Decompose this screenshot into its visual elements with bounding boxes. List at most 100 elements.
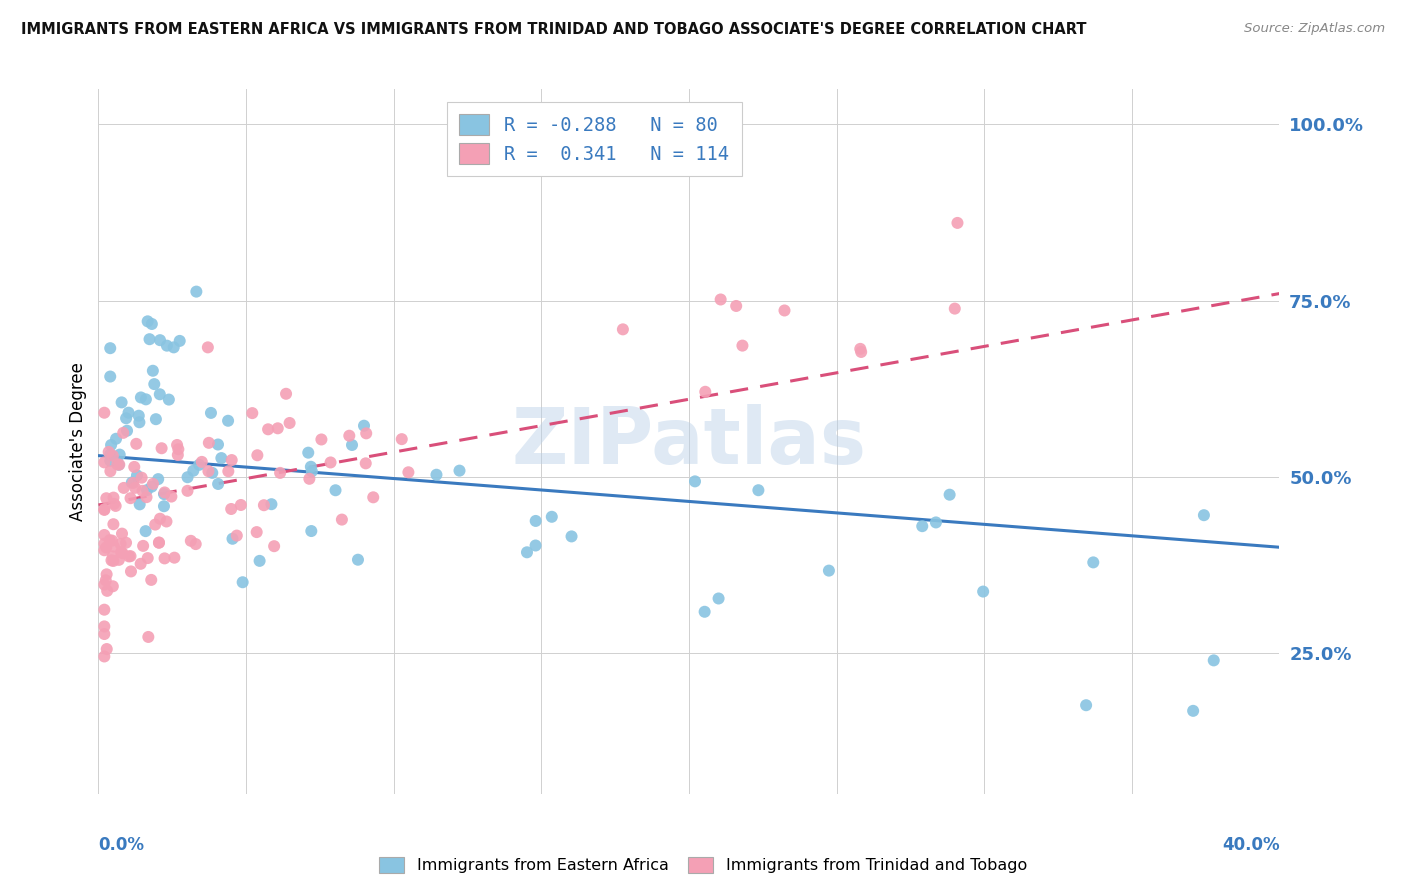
Point [93,649,115,664]
Point [972,584,994,599]
Point [747,483,769,498]
Point [169,334,191,348]
Point [153,485,176,500]
Point [96,541,118,555]
Point [93,503,115,517]
Point [181,464,204,478]
Point [117,406,139,420]
Point [135,524,157,538]
Point [347,552,370,566]
Point [149,387,172,401]
Point [200,406,222,420]
Point [167,442,190,457]
Point [396,465,419,479]
Point [136,314,159,328]
Point [925,516,948,530]
Point [186,285,208,299]
Point [105,432,128,446]
Point [191,455,214,469]
Point [98,341,121,355]
Point [110,395,132,409]
Point [101,549,124,564]
Point [110,545,132,559]
Point [849,345,872,359]
Point [96,567,118,582]
Point [131,471,153,485]
Text: 0.0%: 0.0% [98,836,145,855]
Point [301,464,323,478]
Point [184,537,207,551]
Point [1182,704,1205,718]
Point [225,528,247,542]
Point [299,524,322,538]
Point [100,553,122,567]
Point [695,384,717,399]
Point [110,537,132,551]
Point [1192,508,1215,523]
Point [111,526,134,541]
Point [120,491,142,505]
Point [353,418,375,433]
Point [122,475,145,490]
Point [112,481,135,495]
Point [153,500,176,514]
Point [93,537,115,551]
Legend: R = -0.288   N = 80, R =  0.341   N = 114: R = -0.288 N = 80, R = 0.341 N = 114 [447,102,741,176]
Point [141,317,163,331]
Point [93,502,115,516]
Point [166,438,188,452]
Point [425,467,447,482]
Point [100,438,122,452]
Point [148,472,170,486]
Point [156,339,179,353]
Point [103,491,125,505]
Point [128,497,150,511]
Point [201,466,224,480]
Point [198,435,221,450]
Point [246,448,269,462]
Point [943,301,966,316]
Point [240,406,263,420]
Point [101,579,124,593]
Point [354,426,377,441]
Point [269,466,291,480]
Point [108,448,131,462]
Point [93,543,115,558]
Point [155,515,177,529]
Point [141,480,163,494]
Point [125,437,148,451]
Point [710,293,733,307]
Point [108,458,131,472]
Point [98,533,121,548]
Point [207,477,229,491]
Point [197,464,219,478]
Point [98,454,121,468]
Point [938,488,960,502]
Point [93,603,115,617]
Point [120,565,142,579]
Point [124,481,146,495]
Point [128,409,150,423]
Point [112,425,135,440]
Point [612,322,634,336]
Point [818,564,841,578]
Point [354,456,377,470]
Point [325,483,347,498]
Point [1083,555,1105,569]
Point [253,498,276,512]
Point [229,498,252,512]
Point [166,448,188,462]
Point [121,475,143,490]
Point [103,497,125,511]
Point [96,491,118,506]
Point [98,369,121,384]
Point [93,528,115,542]
Point [93,577,115,591]
Point [516,545,538,559]
Point [267,421,290,435]
Point [311,433,333,447]
Point [129,557,152,571]
Legend: Immigrants from Eastern Africa, Immigrants from Trinidad and Tobago: Immigrants from Eastern Africa, Immigran… [373,850,1033,880]
Point [524,539,547,553]
Point [101,533,124,548]
